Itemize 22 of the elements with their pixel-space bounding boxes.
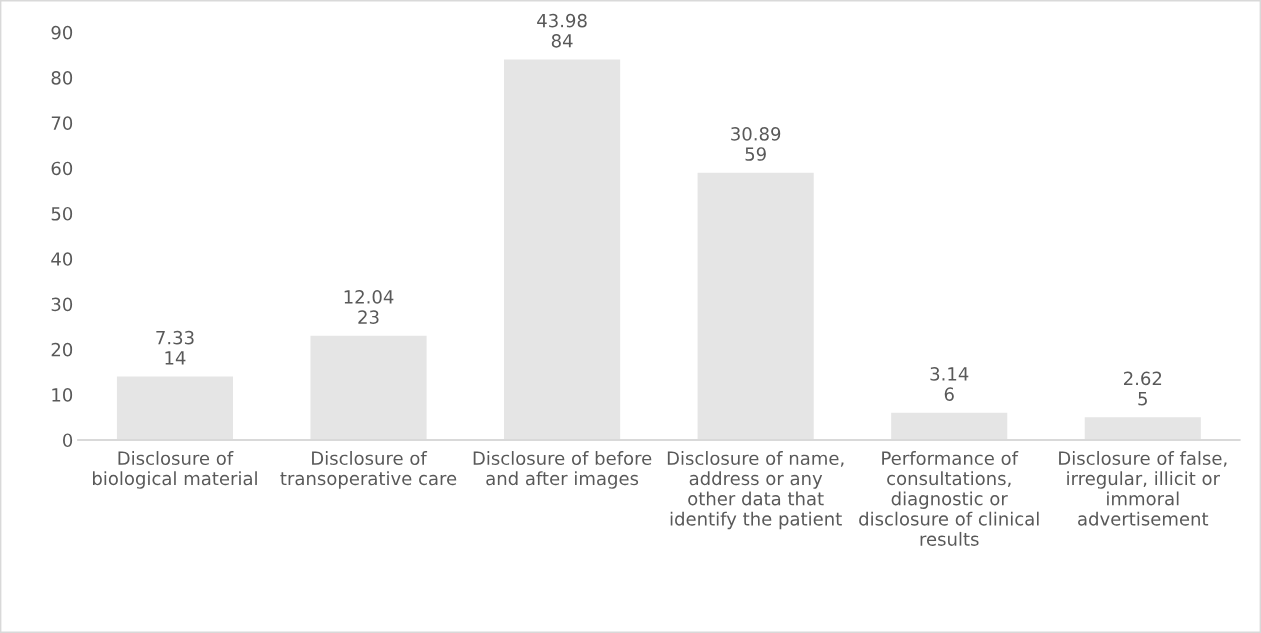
y-tick-label: 70 xyxy=(51,116,73,130)
y-tick-label: 10 xyxy=(52,388,73,402)
y-tick-label: 80 xyxy=(51,71,73,85)
x-tick-label: Performance of consultations, diagnostic or disclosure of clinical results xyxy=(859,451,1039,546)
data-label: 30.89 59 xyxy=(731,126,781,161)
y-tick-label: 0 xyxy=(63,433,73,448)
data-label: 3.14 6 xyxy=(930,367,969,401)
y-tick-label: 50 xyxy=(51,206,73,221)
data-label: 43.98 84 xyxy=(537,13,587,48)
data-label: 12.04 23 xyxy=(344,290,394,324)
x-tick-label: Disclosure of transoperative care xyxy=(280,451,457,489)
y-tick-label: 20 xyxy=(51,342,73,357)
y-tick-label: 40 xyxy=(51,252,73,266)
y-tick-label: 60 xyxy=(51,161,73,176)
y-tick-label: 30 xyxy=(51,297,73,312)
x-tick-label: Disclosure of false, irregular, illicit or immoral advertisement xyxy=(1059,451,1227,526)
data-label: 2.62 5 xyxy=(1124,371,1162,406)
x-tick-label: Disclosure of before and after images xyxy=(473,451,652,489)
y-tick-label: 90 xyxy=(51,25,73,40)
x-tick-label: Disclosure of name, address or any other data that identify the patient xyxy=(667,451,844,530)
x-tick-label: Disclosure of biological material xyxy=(93,451,257,489)
data-label: 7.33 14 xyxy=(156,330,194,365)
